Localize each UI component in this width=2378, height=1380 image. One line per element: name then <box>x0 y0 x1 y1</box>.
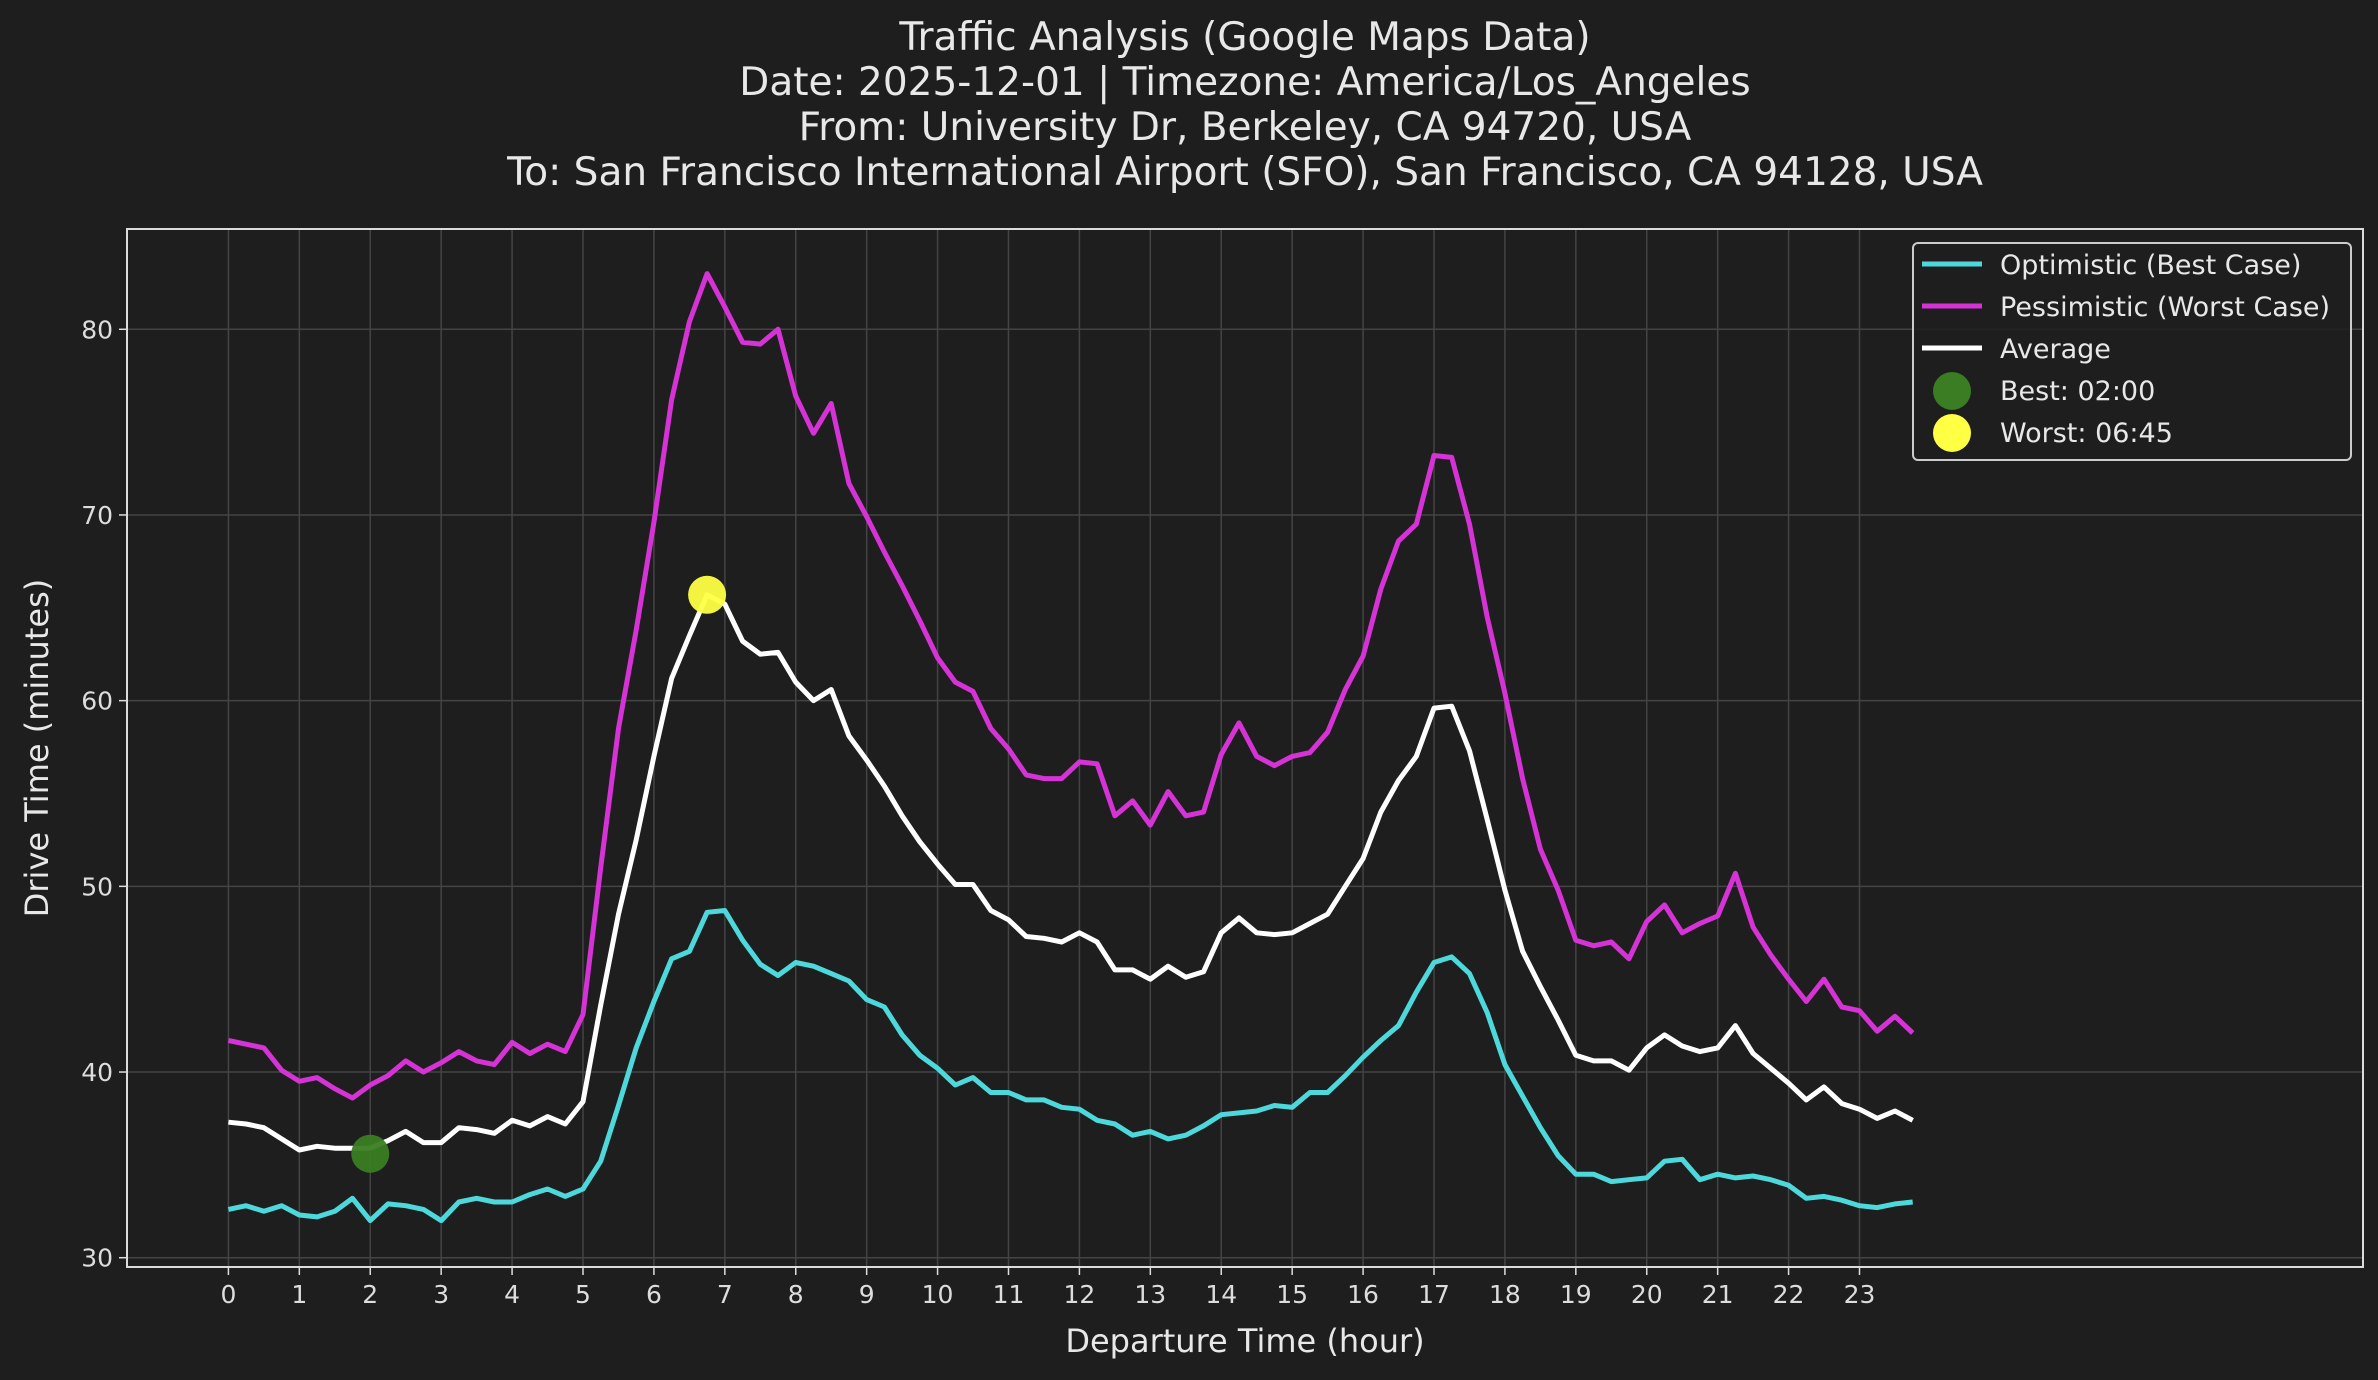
x-tick-label: 15 <box>1276 1280 1308 1309</box>
x-tick-label: 22 <box>1773 1280 1805 1309</box>
x-tick-label: 2 <box>362 1280 378 1309</box>
legend-label: Best: 02:00 <box>2000 376 2155 407</box>
x-tick-label: 14 <box>1205 1280 1237 1309</box>
chart-title: Traffic Analysis (Google Maps Data) Date… <box>506 15 1983 195</box>
legend-swatch-dot <box>1933 414 1971 452</box>
title-line-4: To: San Francisco International Airport … <box>506 150 1983 195</box>
y-tick-label: 50 <box>81 872 113 901</box>
legend-label: Pessimistic (Worst Case) <box>2000 292 2330 323</box>
x-tick-label: 1 <box>291 1280 307 1309</box>
y-tick-label: 60 <box>81 687 113 716</box>
y-axis-label: Drive Time (minutes) <box>18 579 56 917</box>
x-tick-label: 0 <box>220 1280 236 1309</box>
x-tick-label: 12 <box>1064 1280 1096 1309</box>
x-tick-label: 23 <box>1844 1280 1876 1309</box>
y-tick-label: 40 <box>81 1058 113 1087</box>
series-line-average <box>228 592 1914 1153</box>
series-line-pessimistic <box>227 271 1915 1101</box>
x-tick-label: 19 <box>1560 1280 1592 1309</box>
legend: Optimistic (Best Case) Pessimistic (Worst… <box>1912 242 2352 461</box>
title-line-2: Date: 2025-12-01 | Timezone: America/Los… <box>739 60 1750 105</box>
legend-label: Worst: 06:45 <box>2000 418 2173 449</box>
legend-box <box>1912 242 2352 461</box>
legend-swatch-dot <box>1933 372 1971 410</box>
title-line-1: Traffic Analysis (Google Maps Data) <box>898 15 1590 60</box>
legend-label: Average <box>2000 334 2111 365</box>
series-lines <box>227 271 1915 1224</box>
x-tick-label: 6 <box>646 1280 662 1309</box>
markers <box>351 575 727 1173</box>
x-axis-label: Departure Time (hour) <box>1065 1322 1424 1360</box>
marker-best <box>351 1134 390 1173</box>
legend-label: Optimistic (Best Case) <box>2000 250 2301 281</box>
axis-ticks: 0 1 2 3 4 5 6 7 8 9 10 11 12 13 14 15 16 17 18 19 20 21 22 2330… <box>81 315 1875 1309</box>
y-tick-label: 70 <box>81 501 113 530</box>
x-tick-label: 18 <box>1489 1280 1521 1309</box>
x-tick-label: 8 <box>788 1280 804 1309</box>
plot-frame <box>126 228 2364 1268</box>
x-tick-label: 5 <box>575 1280 591 1309</box>
y-tick-label: 80 <box>81 315 113 344</box>
y-tick-label: 30 <box>81 1244 113 1273</box>
x-tick-label: 7 <box>717 1280 733 1309</box>
x-tick-label: 9 <box>859 1280 875 1309</box>
grid <box>127 229 2363 1267</box>
x-tick-label: 13 <box>1134 1280 1166 1309</box>
marker-worst <box>688 575 727 614</box>
x-tick-label: 11 <box>993 1280 1025 1309</box>
x-tick-label: 21 <box>1702 1280 1734 1309</box>
x-tick-label: 10 <box>922 1280 954 1309</box>
x-tick-label: 4 <box>504 1280 520 1309</box>
x-tick-label: 20 <box>1631 1280 1663 1309</box>
series-line-optimistic <box>227 908 1913 1224</box>
x-tick-label: 17 <box>1418 1280 1450 1309</box>
title-line-3: From: University Dr, Berkeley, CA 94720,… <box>799 105 1692 150</box>
x-tick-label: 3 <box>433 1280 449 1309</box>
x-tick-label: 16 <box>1347 1280 1379 1309</box>
